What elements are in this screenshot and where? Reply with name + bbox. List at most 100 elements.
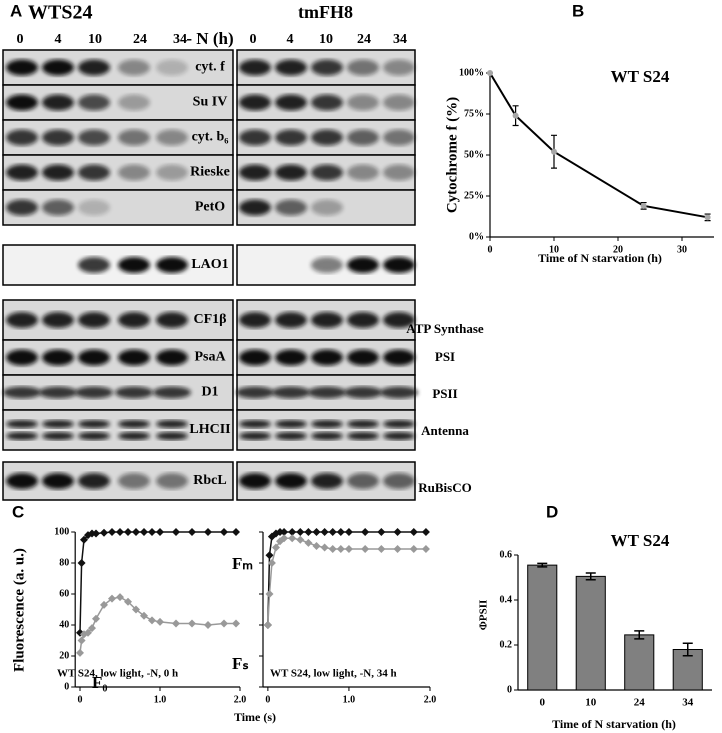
blot-band	[347, 473, 379, 489]
blot-band	[42, 420, 74, 428]
blot-band	[6, 59, 38, 76]
blot-band	[42, 164, 74, 181]
blot-band	[311, 59, 343, 76]
blot-band	[78, 349, 110, 366]
complex-label: PSII	[432, 386, 458, 401]
blot-band	[347, 312, 379, 328]
blot-band	[347, 432, 379, 440]
blot-band	[118, 349, 150, 366]
point	[288, 528, 297, 536]
point	[140, 528, 148, 536]
series-line	[267, 537, 426, 626]
x-tick-label: 0	[78, 694, 83, 705]
blot-band	[78, 129, 110, 146]
blot-band	[75, 386, 113, 399]
point	[263, 621, 272, 629]
bar	[527, 564, 558, 691]
point	[409, 545, 418, 554]
x-tick-label: 30	[677, 244, 687, 255]
blot-band	[118, 129, 150, 146]
protein-label: RbcL	[193, 473, 226, 488]
blot-band	[118, 432, 150, 440]
blot-band	[118, 257, 150, 273]
complex-label: ATP Synthase	[406, 321, 484, 336]
blot-band	[275, 473, 307, 489]
blot-band	[347, 94, 379, 111]
point	[393, 545, 402, 554]
blot-band	[6, 420, 38, 428]
blot-band	[78, 420, 110, 428]
y-axis-label: ΦPSII	[478, 600, 490, 631]
blot-band	[78, 59, 110, 76]
blot-band	[383, 473, 415, 489]
protein-label: LAO1	[191, 257, 228, 272]
blot-band	[311, 312, 343, 328]
annotation: F₀	[92, 673, 107, 692]
series-line	[267, 531, 426, 626]
x-tick-label: 0	[265, 694, 270, 705]
panel-letter: A	[10, 1, 22, 20]
blot-band	[78, 432, 110, 440]
blot-band	[156, 432, 188, 440]
error-bar	[682, 642, 693, 657]
panel-letter: C	[12, 502, 24, 521]
blots: 0 0 4 4 10 10 24 24 34 34 cyt. f Su IV cyt. b₆ Rieske…	[2, 32, 418, 501]
blot-band	[239, 129, 271, 146]
point	[487, 70, 493, 76]
point	[336, 545, 345, 554]
point	[328, 528, 337, 536]
point	[116, 593, 124, 602]
blot-band	[6, 473, 38, 489]
blot-band	[347, 420, 379, 428]
protein-label: Rieske	[190, 165, 230, 180]
blot-band	[383, 420, 415, 428]
blot-band	[6, 164, 38, 181]
y-tick-label: 0.6	[500, 549, 513, 560]
blot-band	[311, 94, 343, 111]
point	[148, 616, 156, 625]
blot-band	[42, 312, 74, 328]
point	[124, 597, 132, 606]
blot-band	[275, 129, 307, 146]
protein-label: D1	[201, 385, 218, 400]
point	[344, 545, 353, 554]
blot-band	[239, 59, 271, 76]
time-label: - N (h)	[186, 29, 233, 48]
point	[172, 619, 180, 628]
x-tick-label: 20	[613, 244, 623, 255]
point	[132, 605, 140, 614]
blot-band	[118, 59, 150, 76]
blot-band	[239, 94, 271, 111]
point	[156, 528, 164, 536]
blot-band	[118, 420, 150, 428]
blot-band	[156, 349, 188, 366]
blot-band	[3, 386, 41, 399]
blot-band	[383, 257, 415, 273]
blot-band	[115, 386, 153, 399]
series-line	[489, 72, 708, 219]
protein-label: PetO	[195, 200, 225, 215]
blot-band	[42, 432, 74, 440]
point	[393, 528, 402, 536]
point	[336, 528, 345, 536]
lane-label: 34	[173, 32, 187, 47]
point	[361, 528, 370, 536]
panel-letter: D	[546, 502, 558, 521]
y-tick-label: 0	[507, 684, 512, 695]
blot-band	[39, 386, 77, 399]
complex-label: RuBisCO	[418, 480, 472, 495]
blot-band	[239, 199, 271, 216]
lane-label: 10	[319, 32, 333, 47]
blot-band	[239, 420, 271, 428]
y-tick-label: 0%	[469, 231, 484, 242]
x-tick-label: 1.0	[154, 694, 167, 705]
blot-band	[383, 164, 415, 181]
annotation: Fₛ	[232, 654, 249, 673]
x-axis-label: Time (s)	[234, 710, 276, 724]
x-tick-label: 0	[488, 244, 493, 255]
blot-band	[347, 164, 379, 181]
x-tick-label: 2.0	[424, 694, 437, 705]
bar	[575, 575, 606, 691]
point	[328, 545, 337, 554]
point	[377, 545, 386, 554]
